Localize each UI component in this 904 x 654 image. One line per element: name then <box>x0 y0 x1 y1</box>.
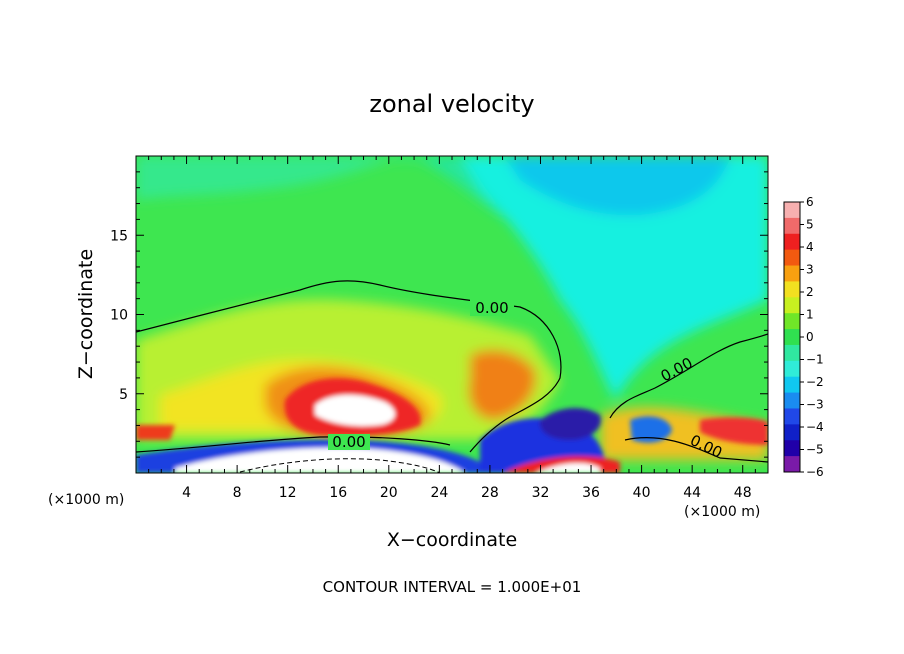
chart-title: zonal velocity <box>369 90 534 118</box>
contour-zero-lower <box>136 436 451 453</box>
x-tick-label: 8 <box>233 485 242 501</box>
colorbar-swatch <box>784 408 800 425</box>
colorbar-swatch <box>784 329 800 346</box>
colorbar-swatch <box>784 360 800 378</box>
field-white-core <box>315 394 396 426</box>
colorbar-swatch <box>784 202 800 219</box>
colorbar-tick-label: 1 <box>806 308 814 322</box>
colorbar-swatch <box>784 233 800 251</box>
y-tick-label: 15 <box>110 228 128 244</box>
colorbar-tick-label: 6 <box>806 195 814 209</box>
contour-interval-note: CONTOUR INTERVAL = 1.000E+01 <box>323 578 582 596</box>
colorbar-swatch <box>784 313 800 330</box>
velocity-field <box>136 156 768 473</box>
field-top-blue <box>505 156 730 216</box>
x-tick-label: 16 <box>329 485 347 501</box>
x-axis-label: X−coordinate <box>387 529 517 551</box>
contour-zero-right-lower <box>624 436 768 463</box>
colorbar-tick-label: −1 <box>806 353 824 367</box>
colorbar-swatch <box>784 297 800 314</box>
x-tick-label: 32 <box>532 485 550 501</box>
field-left-red <box>136 425 175 440</box>
contour-negative-dashed <box>239 458 441 473</box>
colorbar-tick-label: 5 <box>806 218 814 232</box>
colorbar-swatch <box>784 376 800 394</box>
field-right-red <box>700 417 768 445</box>
field-orange-right <box>468 350 536 420</box>
colorbar-tick-label: 2 <box>806 285 814 299</box>
y-tick-label: 5 <box>119 387 128 403</box>
colorbar-swatch <box>784 265 800 282</box>
colorbar-tick-label: 0 <box>806 330 814 344</box>
colorbar-tick-label: 3 <box>806 263 814 277</box>
field-upper-left-teal <box>136 156 400 200</box>
x-tick-label: 28 <box>481 485 499 501</box>
x-unit-left: (×1000 m) <box>48 492 124 508</box>
field-cyan-region <box>460 156 768 400</box>
contour-label: 0.00 <box>332 433 365 451</box>
y-axis: 5 10 15 <box>110 171 768 458</box>
x-tick-label: 48 <box>734 485 752 501</box>
field-right-blue <box>630 416 672 443</box>
colorbar-swatch <box>784 344 800 362</box>
x-tick-label: 44 <box>683 485 701 501</box>
x-tick-label: 4 <box>182 485 191 501</box>
colorbar-swatch <box>784 281 800 298</box>
colorbar-swatch <box>784 249 800 267</box>
colorbar-swatch <box>784 217 800 235</box>
contour-zero-right <box>609 333 768 419</box>
colorbar-tick-label: −2 <box>806 375 824 389</box>
x-tick-label: 24 <box>430 485 448 501</box>
y-tick-label: 10 <box>110 308 128 324</box>
colorbar-tick-label: 4 <box>806 240 814 254</box>
x-axis: 4 8 12 16 20 24 28 32 36 40 44 48 <box>148 156 756 501</box>
x-tick-label: 36 <box>582 485 600 501</box>
x-tick-label: 20 <box>380 485 398 501</box>
colorbar-swatch <box>784 392 800 409</box>
field-bottom-white <box>175 447 465 473</box>
colorbar-swatch <box>784 440 800 457</box>
colorbar-swatch <box>784 456 800 473</box>
field-purple-patch <box>539 408 601 440</box>
field-bottom-white-right <box>535 463 600 473</box>
colorbar-swatch <box>784 424 800 441</box>
colorbar: 6 5 4 3 2 1 0 −1 −2 −3 −4 −5 −6 <box>783 195 824 479</box>
colorbar-tick-label: −3 <box>806 398 824 412</box>
colorbar-tick-label: −5 <box>806 443 824 457</box>
contour-label: 0.00 <box>475 299 508 317</box>
x-tick-label: 40 <box>633 485 651 501</box>
y-axis-label: Z−coordinate <box>75 249 97 379</box>
colorbar-tick-label: −4 <box>806 420 824 434</box>
x-tick-label: 12 <box>279 485 297 501</box>
x-unit-right: (×1000 m) <box>684 504 760 520</box>
colorbar-tick-label: −6 <box>806 465 824 479</box>
